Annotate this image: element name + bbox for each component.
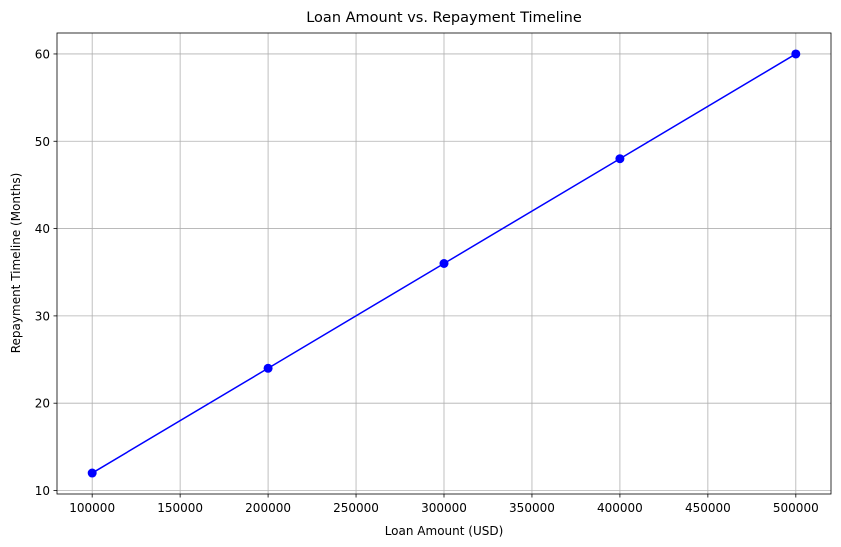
y-tick-label: 30: [35, 309, 50, 323]
x-tick-label: 250000: [333, 501, 379, 515]
data-series: [87, 49, 801, 478]
grid-lines: [57, 33, 831, 494]
data-point: [439, 259, 449, 268]
x-tick-label: 450000: [685, 501, 731, 515]
chart-title: Loan Amount vs. Repayment Timeline: [306, 10, 582, 26]
data-point: [615, 154, 625, 164]
x-tick-label: 150000: [157, 501, 203, 515]
data-point: [87, 468, 97, 478]
x-tick-label: 100000: [69, 501, 115, 515]
y-tick-label: 20: [35, 397, 50, 411]
x-tick-label: 350000: [509, 501, 555, 515]
y-axis-title: Repayment Timeline (Months): [9, 173, 23, 354]
axis-ticks: 100000 150000 200000 250000 300000 350000 4000…: [35, 47, 819, 515]
x-tick-label: 200000: [245, 501, 291, 515]
data-point: [263, 363, 273, 373]
y-tick-label: 40: [35, 222, 50, 236]
y-tick-label: 10: [35, 484, 50, 498]
x-tick-label: 400000: [597, 501, 643, 515]
y-tick-label: 50: [35, 135, 50, 149]
x-tick-label: 300000: [421, 501, 467, 515]
x-axis-title: Loan Amount (USD): [385, 524, 504, 538]
y-tick-label: 60: [35, 47, 50, 61]
x-tick-label: 500000: [773, 501, 819, 515]
data-point: [791, 49, 801, 59]
